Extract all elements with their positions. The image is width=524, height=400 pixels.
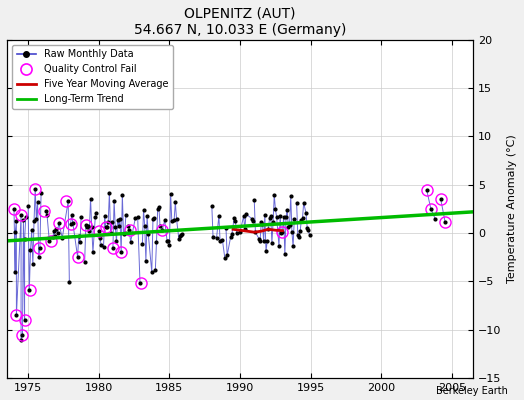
Title: OLPENITZ (AUT)
54.667 N, 10.033 E (Germany): OLPENITZ (AUT) 54.667 N, 10.033 E (Germa… [134, 7, 346, 37]
Legend: Raw Monthly Data, Quality Control Fail, Five Year Moving Average, Long-Term Tren: Raw Monthly Data, Quality Control Fail, … [12, 44, 173, 109]
Y-axis label: Temperature Anomaly (°C): Temperature Anomaly (°C) [507, 134, 517, 283]
Text: Berkeley Earth: Berkeley Earth [436, 386, 508, 396]
